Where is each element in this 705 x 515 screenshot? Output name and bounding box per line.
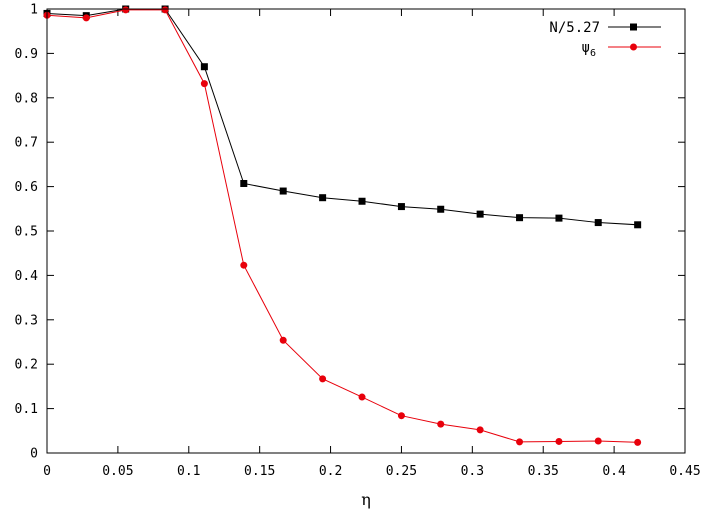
data-point-circle <box>240 261 248 269</box>
x-tick-label: 0.4 <box>602 464 626 479</box>
legend-label: ψ6 <box>582 40 596 59</box>
y-tick-label: 0.7 <box>15 136 38 151</box>
data-point-circle <box>516 438 524 446</box>
series-layer <box>43 5 642 446</box>
legend-entry: ψ6 <box>582 40 661 59</box>
data-point-circle <box>437 420 445 428</box>
y-tick-label: 0.1 <box>15 402 38 417</box>
data-point-square <box>437 205 445 213</box>
y-tick-label: 0.2 <box>15 358 38 373</box>
data-point-circle <box>634 438 642 446</box>
data-point-square <box>358 197 366 205</box>
data-point-square <box>594 219 602 227</box>
data-point-square <box>476 210 484 218</box>
x-tick-label: 0.45 <box>669 464 700 479</box>
y-tick-label: 0.4 <box>15 269 39 284</box>
data-point-square <box>397 203 405 211</box>
data-point-square <box>516 214 524 222</box>
series-n-ratio <box>43 5 642 229</box>
data-point-circle <box>161 6 169 14</box>
x-tick-label: 0.05 <box>102 464 133 479</box>
data-point-square <box>319 194 327 202</box>
data-point-square <box>200 63 208 71</box>
data-point-circle <box>200 80 208 88</box>
data-point-circle <box>397 412 405 420</box>
data-point-square <box>555 214 563 222</box>
x-axis-label: η <box>361 490 371 509</box>
legend-marker-circle <box>630 43 637 51</box>
y-tick-label: 0.9 <box>15 47 38 62</box>
y-tick-label: 0.6 <box>15 180 38 195</box>
y-tick-label: 0 <box>30 447 38 462</box>
data-point-circle <box>555 437 563 445</box>
data-point-circle <box>319 375 327 383</box>
series-line <box>46 9 638 443</box>
y-tick-label: 1 <box>30 3 38 18</box>
legend-marker-square <box>630 23 637 31</box>
data-point-circle <box>279 336 287 344</box>
data-point-circle <box>122 6 130 14</box>
y-tick-label: 0.5 <box>15 225 38 240</box>
data-point-square <box>279 187 287 195</box>
data-point-square <box>634 221 642 229</box>
x-tick-label: 0.15 <box>244 464 275 479</box>
legend: N/5.27 ψ6 <box>549 20 661 59</box>
series-line <box>46 8 638 226</box>
data-point-circle <box>358 393 366 401</box>
plot-frame <box>46 8 686 454</box>
legend-label: N/5.27 <box>549 20 600 36</box>
data-point-square <box>240 179 248 187</box>
axis-ticks <box>46 8 686 454</box>
legend-label-subscript: 6 <box>590 48 596 59</box>
data-point-circle <box>82 14 90 22</box>
y-tick-label: 0.3 <box>15 313 38 328</box>
x-tick-label: 0.2 <box>319 464 342 479</box>
x-tick-label: 0.35 <box>528 464 559 479</box>
x-tick-label: 0 <box>43 464 51 479</box>
x-tick-label: 0.25 <box>386 464 417 479</box>
tick-labels: 0 0.05 0.1 0.15 0.2 0.25 0.3 0.35 0.4 0.45 0 0.1 0.2… <box>15 3 701 480</box>
legend-entry: N/5.27 <box>549 20 661 36</box>
data-point-circle <box>594 437 602 445</box>
x-tick-label: 0.1 <box>177 464 200 479</box>
series-psi6 <box>43 6 642 446</box>
data-point-circle <box>476 426 484 434</box>
y-tick-label: 0.8 <box>15 91 38 106</box>
x-tick-label: 0.3 <box>461 464 484 479</box>
